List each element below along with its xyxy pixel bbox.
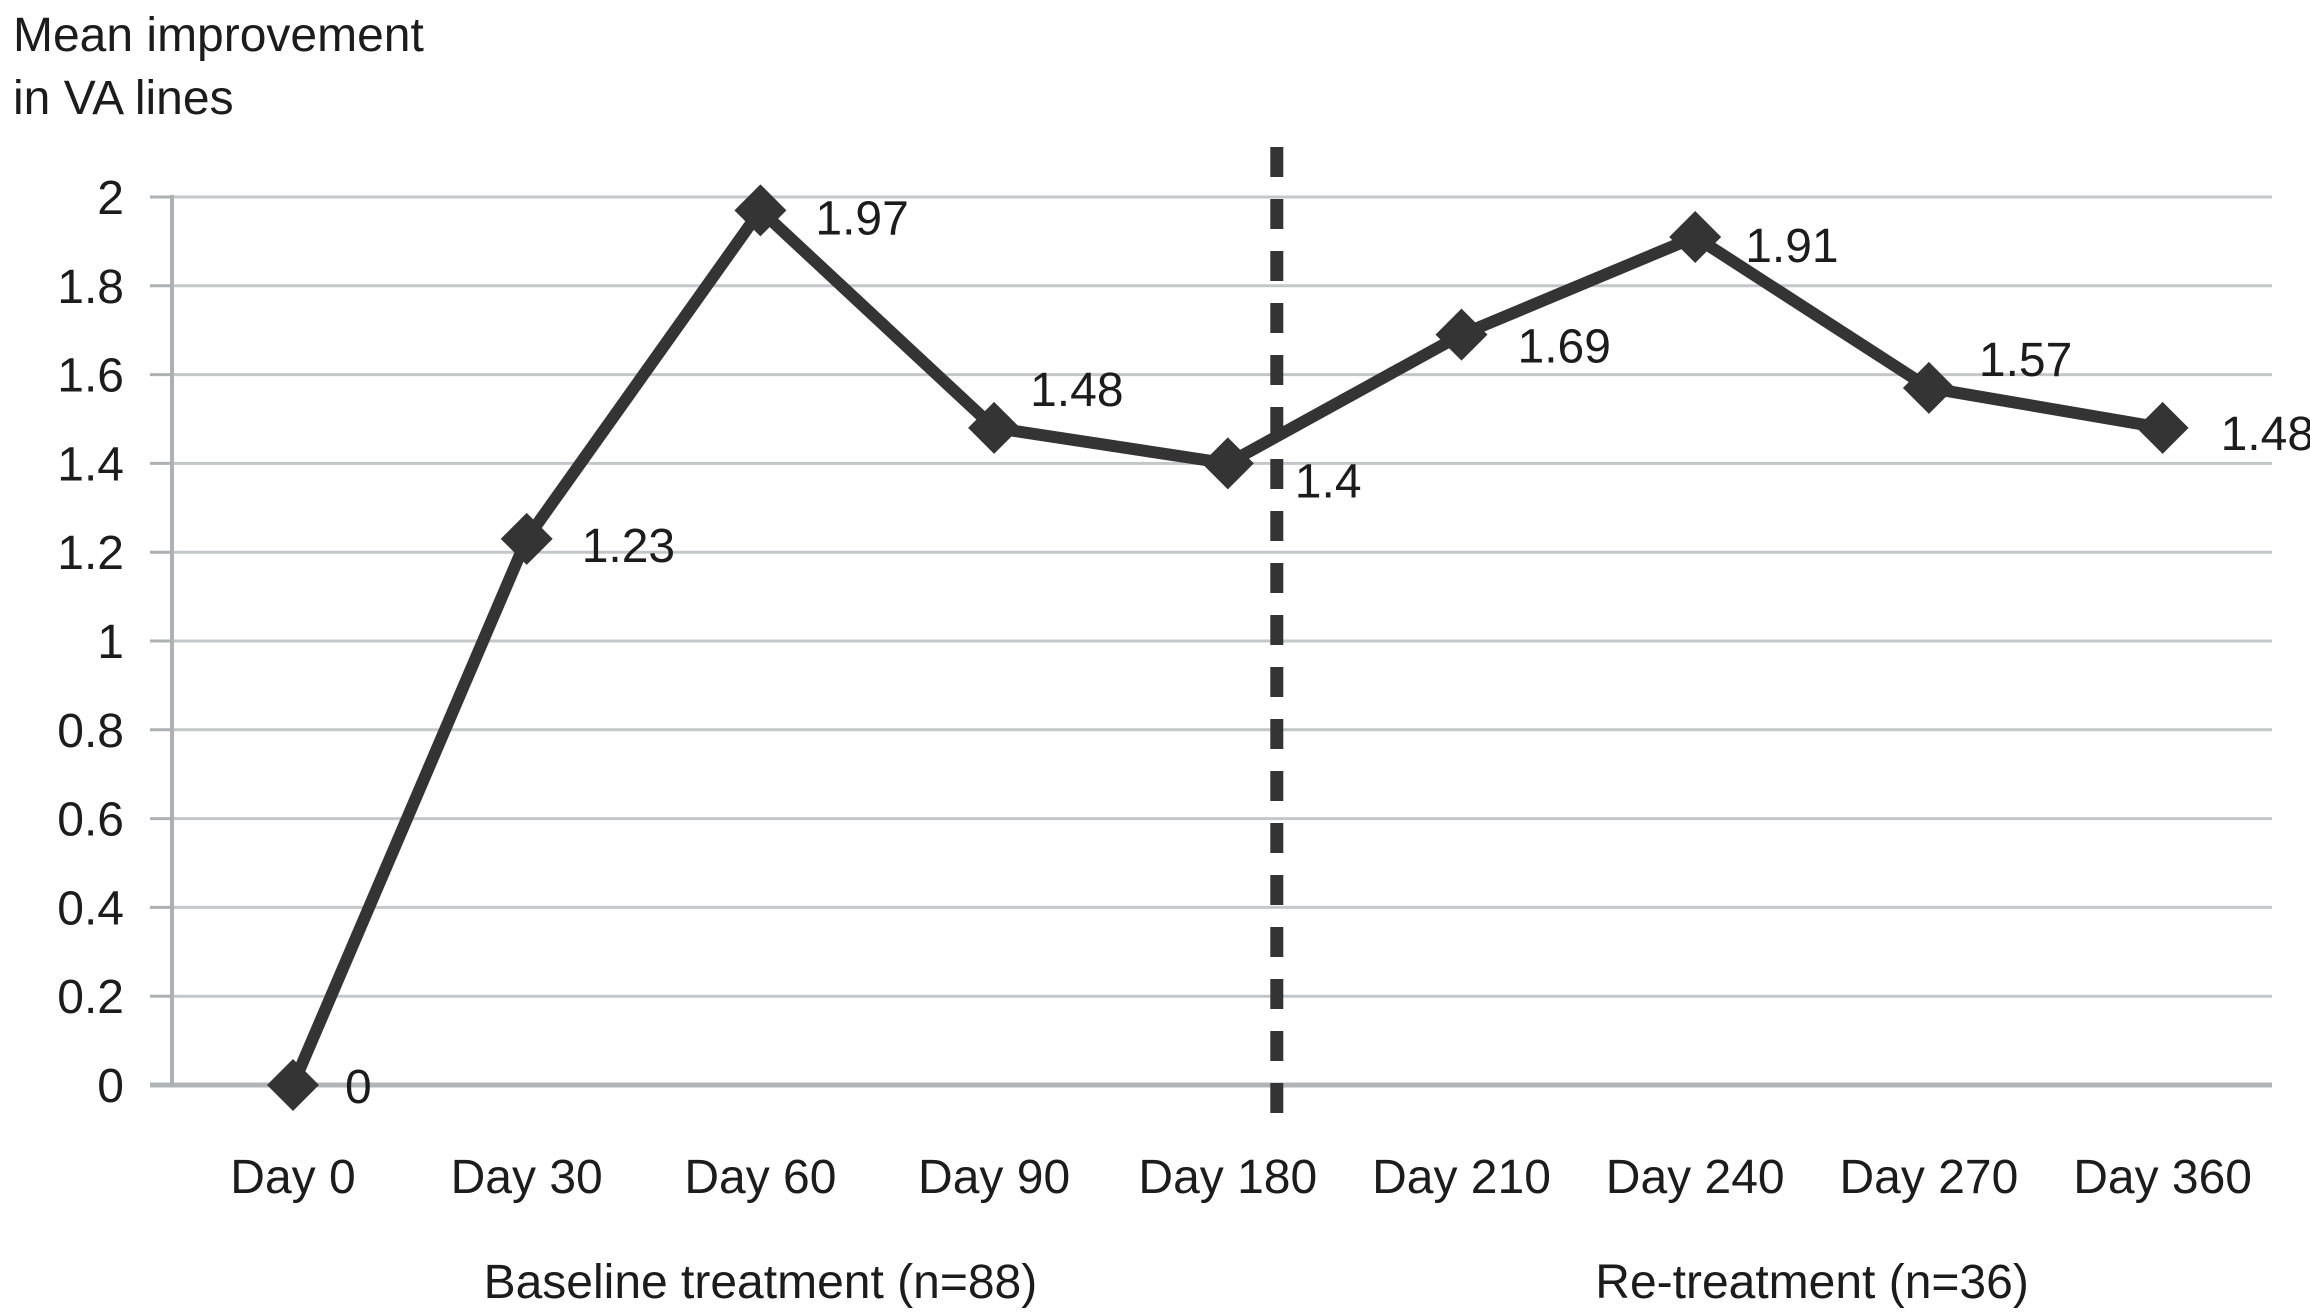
treatment-group-label: Baseline treatment (n=88)	[484, 1256, 1038, 1309]
y-tick-label: 1.2	[57, 527, 124, 580]
series-line	[287, 201, 2169, 1091]
data-point-label: 1.57	[1979, 334, 2072, 387]
data-point-label: 1.48	[2221, 408, 2310, 461]
data-point-marker	[267, 1059, 319, 1111]
data-point-marker	[500, 512, 553, 565]
data-point-label: 1.48	[1030, 364, 1123, 417]
y-tick-label: 0.2	[57, 971, 124, 1024]
y-tick-label: 1.8	[57, 261, 124, 314]
y-tick-label: 1.6	[57, 350, 124, 403]
data-point-label: 1.69	[1518, 321, 1611, 374]
data-point-marker	[2136, 401, 2189, 454]
x-tick-label: Day 30	[451, 1151, 603, 1204]
y-tick-label: 2	[97, 172, 124, 225]
treatment-group-label: Re-treatment (n=36)	[1595, 1256, 2029, 1309]
x-tick-label: Day 270	[1840, 1151, 2019, 1204]
x-tick-label: Day 360	[2073, 1151, 2252, 1204]
y-tick-label: 1	[97, 616, 124, 669]
data-point-label: 0	[345, 1061, 372, 1114]
y-tick-label: 1.4	[57, 438, 124, 491]
y-axis-title: Mean improvement in VA lines	[13, 9, 424, 126]
data-point-marker	[1902, 361, 1955, 414]
y-tick-label: 0.8	[57, 705, 124, 758]
x-tick-label: Day 180	[1138, 1151, 1317, 1204]
x-tick-label: Day 240	[1606, 1151, 1785, 1204]
x-tick-label: Day 60	[684, 1151, 836, 1204]
data-point-label: 1.97	[815, 192, 908, 245]
y-tick-label: 0.4	[57, 882, 124, 935]
data-point-marker	[968, 401, 1021, 454]
data-point-label: 1.4	[1295, 455, 1362, 508]
data-point-label: 1.91	[1745, 220, 1838, 273]
data-point-marker	[1201, 437, 1254, 490]
y-tick-label: 0.6	[57, 794, 124, 847]
data-point-marker	[1669, 210, 1722, 263]
data-point-marker	[734, 184, 787, 237]
data-point-label: 1.23	[582, 520, 675, 573]
data-point-marker	[1435, 308, 1488, 361]
y-tick-label: 0	[97, 1060, 124, 1113]
x-tick-label: Day 0	[230, 1151, 355, 1204]
x-tick-label: Day 90	[918, 1151, 1070, 1204]
x-tick-label: Day 210	[1372, 1151, 1551, 1204]
